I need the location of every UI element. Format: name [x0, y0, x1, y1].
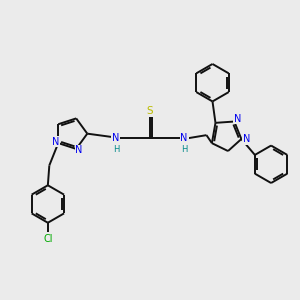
Text: N: N — [234, 114, 241, 124]
Text: N: N — [52, 136, 59, 147]
Text: H: H — [181, 145, 188, 154]
Text: N: N — [76, 146, 83, 155]
Text: H: H — [112, 145, 119, 154]
Text: N: N — [112, 133, 119, 143]
Text: Cl: Cl — [43, 234, 52, 244]
Text: N: N — [243, 134, 250, 144]
Text: S: S — [147, 106, 153, 116]
Text: N: N — [181, 133, 188, 143]
